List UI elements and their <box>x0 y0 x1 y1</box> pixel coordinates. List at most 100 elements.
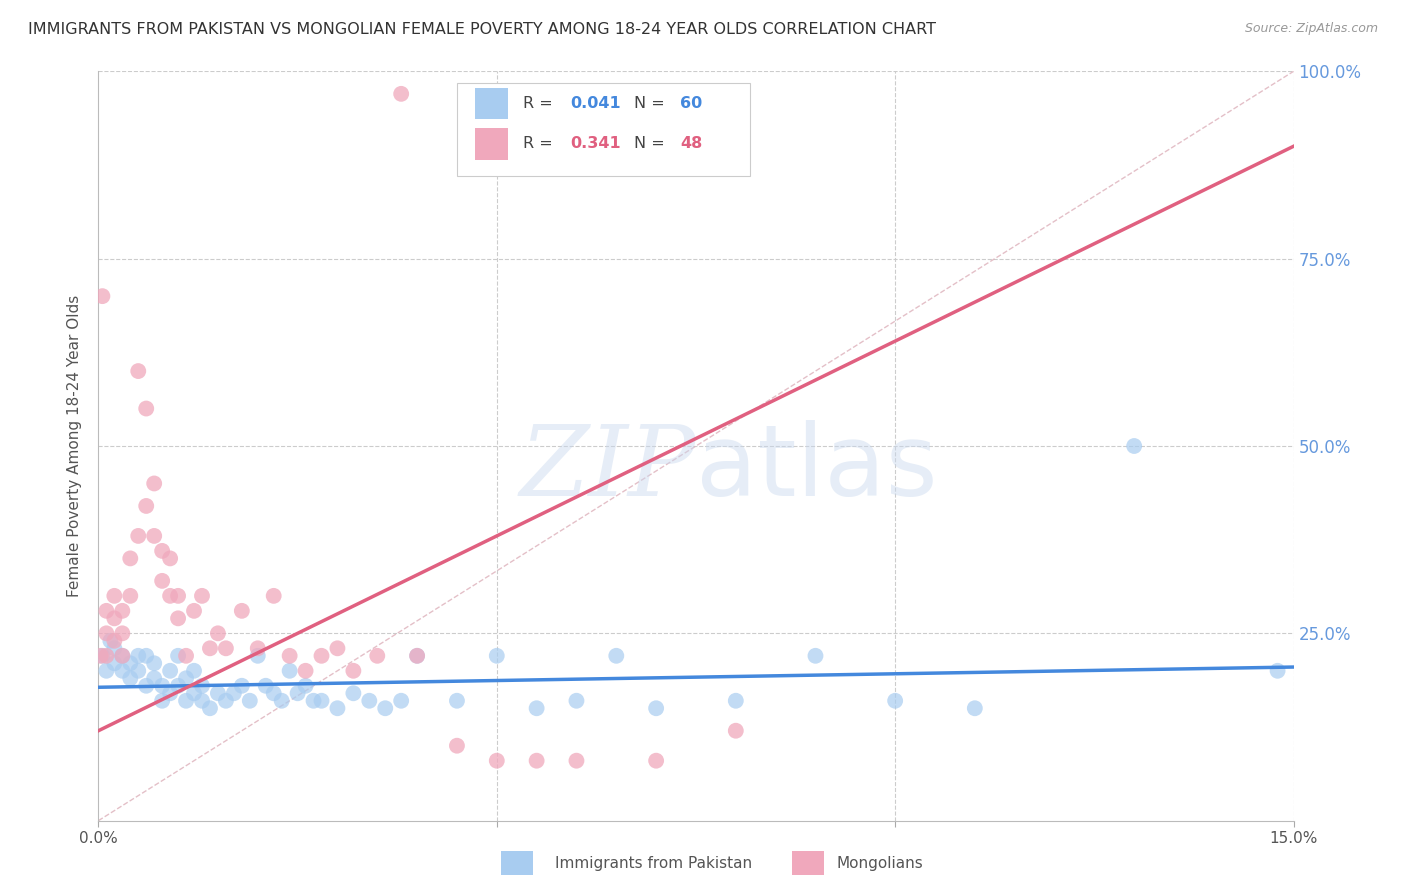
Point <box>191 694 214 708</box>
Text: Mongolians: Mongolians <box>837 856 924 871</box>
Point <box>96 664 118 678</box>
Point <box>159 664 181 678</box>
Point <box>645 754 668 768</box>
Point <box>724 723 747 738</box>
Point <box>366 648 388 663</box>
Point <box>127 364 149 378</box>
Point <box>167 611 190 625</box>
Point <box>159 589 181 603</box>
Point <box>389 87 412 101</box>
Text: IMMIGRANTS FROM PAKISTAN VS MONGOLIAN FEMALE POVERTY AMONG 18-24 YEAR OLDS CORRE: IMMIGRANTS FROM PAKISTAN VS MONGOLIAN FE… <box>28 22 936 37</box>
Point <box>150 694 173 708</box>
Point <box>96 626 118 640</box>
Point <box>127 648 149 663</box>
Text: 0.041: 0.041 <box>571 95 621 111</box>
Point <box>326 701 349 715</box>
Point <box>565 754 588 768</box>
Point <box>159 551 181 566</box>
Point <box>143 476 166 491</box>
Point <box>143 657 166 671</box>
Point <box>207 626 229 640</box>
Point <box>111 648 134 663</box>
Point <box>167 648 190 663</box>
Point <box>215 694 238 708</box>
Point <box>446 694 468 708</box>
Point <box>207 686 229 700</box>
Text: 48: 48 <box>681 136 703 152</box>
Point <box>198 641 221 656</box>
Point <box>278 648 301 663</box>
Point <box>302 694 325 708</box>
Point <box>103 633 125 648</box>
Text: 0.341: 0.341 <box>571 136 621 152</box>
Point <box>884 694 907 708</box>
Point <box>278 664 301 678</box>
Text: atlas: atlas <box>696 420 938 517</box>
Point <box>1267 664 1289 678</box>
Point <box>254 679 277 693</box>
Point <box>143 529 166 543</box>
Point <box>565 694 588 708</box>
Point <box>406 648 429 663</box>
Point <box>135 648 157 663</box>
Point <box>191 679 214 693</box>
Point <box>239 694 262 708</box>
Point <box>270 694 292 708</box>
Point <box>167 589 190 603</box>
Y-axis label: Female Poverty Among 18-24 Year Olds: Female Poverty Among 18-24 Year Olds <box>67 295 83 597</box>
Point <box>120 657 142 671</box>
Point <box>159 686 181 700</box>
Point <box>150 544 173 558</box>
Point <box>183 664 205 678</box>
Point <box>263 589 285 603</box>
Point <box>120 671 142 685</box>
Point <box>287 686 309 700</box>
Point <box>90 648 112 663</box>
Point <box>120 589 142 603</box>
FancyBboxPatch shape <box>475 128 509 160</box>
Point <box>111 664 134 678</box>
Point <box>215 641 238 656</box>
Point <box>135 401 157 416</box>
Point <box>359 694 381 708</box>
Point <box>174 694 197 708</box>
Text: 60: 60 <box>681 95 703 111</box>
Point <box>135 679 157 693</box>
Point <box>150 574 173 588</box>
Point <box>167 679 190 693</box>
FancyBboxPatch shape <box>457 83 749 177</box>
Point <box>174 648 197 663</box>
Point <box>804 648 827 663</box>
Point <box>103 657 125 671</box>
Point <box>374 701 396 715</box>
Point <box>183 604 205 618</box>
Point <box>605 648 627 663</box>
Point <box>294 664 316 678</box>
Point <box>96 604 118 618</box>
Point <box>191 589 214 603</box>
Point <box>103 589 125 603</box>
Point <box>326 641 349 656</box>
Point <box>103 641 125 656</box>
Point <box>231 679 253 693</box>
Point <box>485 754 508 768</box>
Point <box>645 701 668 715</box>
Point <box>174 671 197 685</box>
Point <box>111 626 134 640</box>
Point <box>127 664 149 678</box>
Point <box>263 686 285 700</box>
Point <box>111 648 134 663</box>
Point <box>231 604 253 618</box>
Text: R =: R = <box>523 95 558 111</box>
Point <box>342 686 364 700</box>
Point <box>91 289 114 303</box>
Point <box>103 611 125 625</box>
Point <box>406 648 429 663</box>
Point <box>246 641 269 656</box>
Point <box>150 679 173 693</box>
Point <box>526 701 548 715</box>
Point <box>963 701 986 715</box>
Point <box>111 604 134 618</box>
Point <box>485 648 508 663</box>
Point <box>127 529 149 543</box>
